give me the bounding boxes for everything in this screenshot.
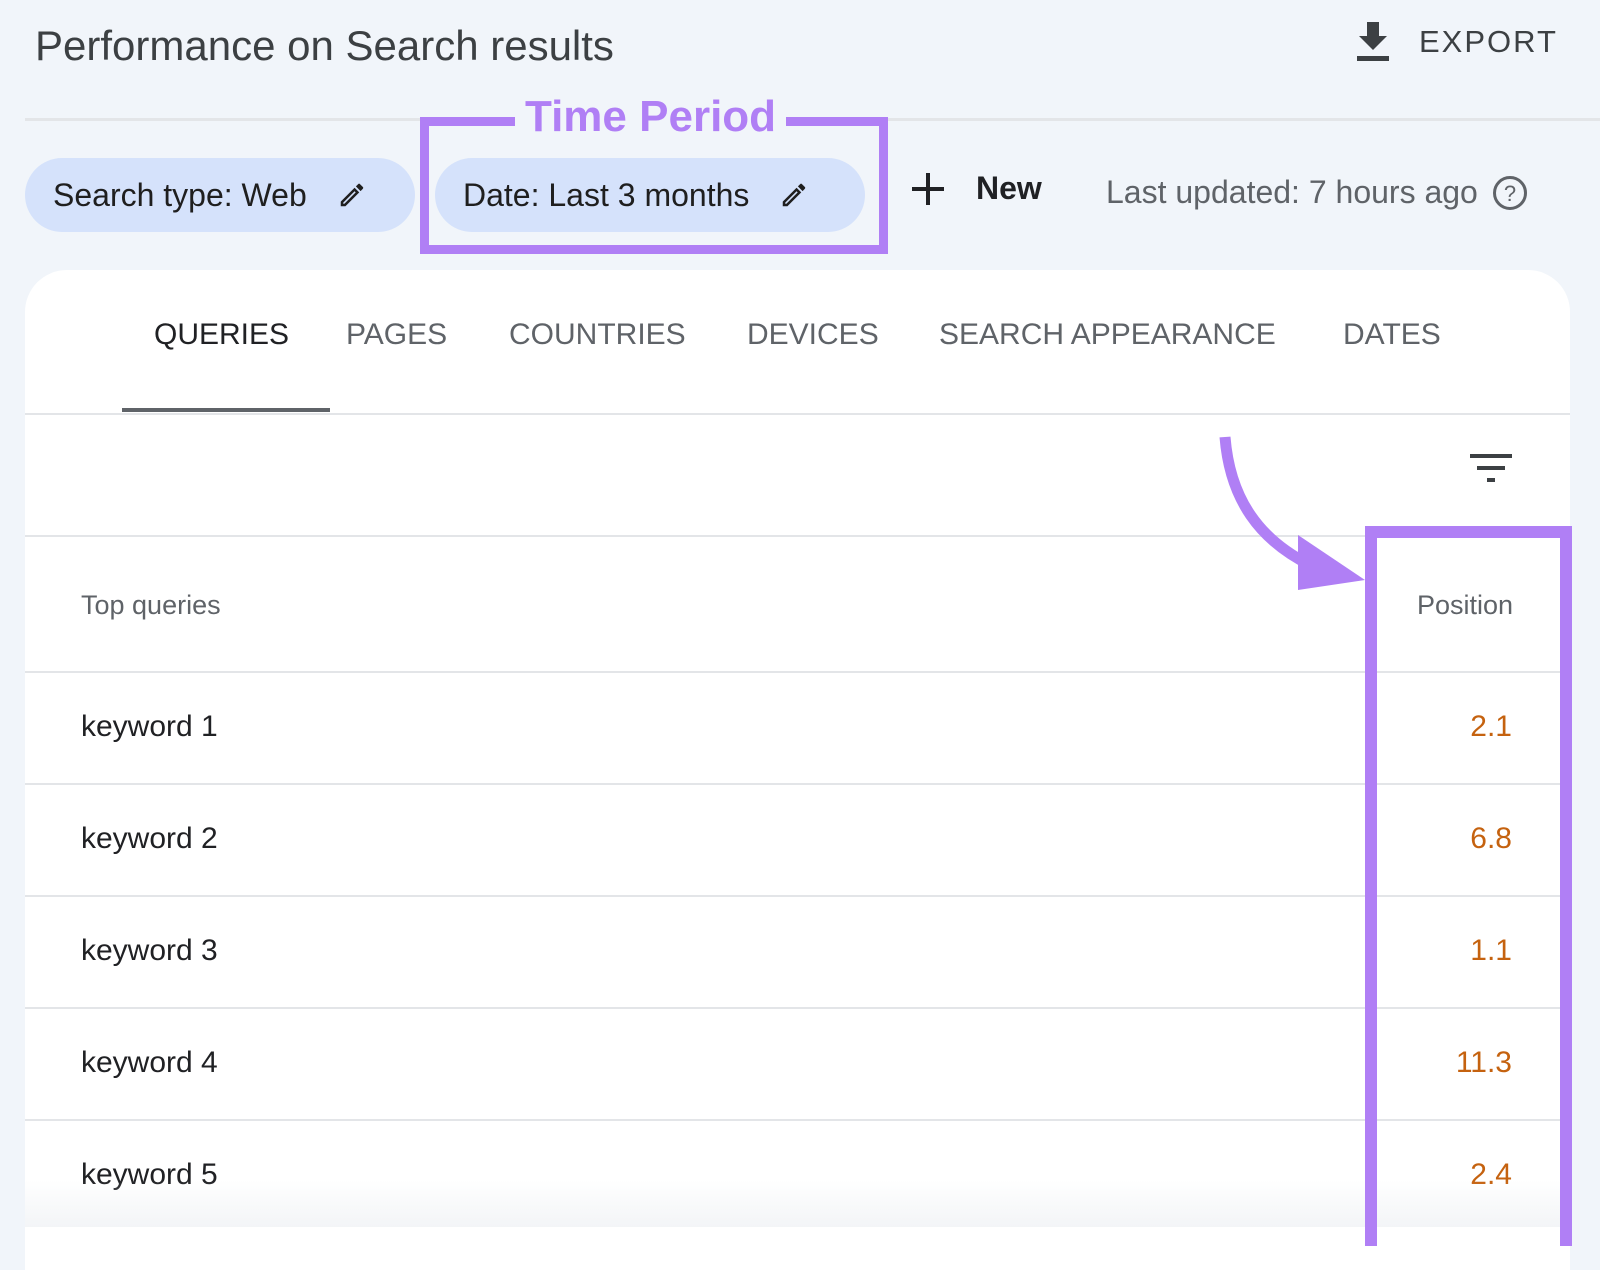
last-updated-text: Last updated: 7 hours ago	[1106, 174, 1478, 210]
tab-dates[interactable]: DATES	[1343, 318, 1441, 351]
table-row-query[interactable]: keyword 4	[81, 1046, 218, 1079]
table-row-position: 11.3	[1455, 1046, 1512, 1079]
time-period-annotation: Time Period	[515, 92, 787, 142]
divider	[25, 535, 1570, 537]
download-icon	[1357, 22, 1389, 61]
row-divider	[25, 783, 1570, 785]
svg-text:?: ?	[1504, 181, 1516, 206]
divider	[25, 413, 1570, 415]
pencil-icon	[340, 183, 364, 207]
active-tab-indicator	[122, 408, 330, 412]
pencil-icon	[783, 183, 806, 207]
results-card	[25, 270, 1570, 1270]
table-row-position: 1.1	[1470, 934, 1512, 967]
new-filter-button[interactable]: New	[910, 170, 1042, 207]
table-row-query[interactable]: keyword 2	[81, 822, 218, 855]
tab-queries[interactable]: QUERIES	[154, 318, 290, 351]
export-label: EXPORT	[1419, 24, 1558, 59]
tab-pages[interactable]: PAGES	[346, 318, 448, 351]
date-label: Date: Last 3 months	[463, 176, 750, 213]
plus-icon	[912, 172, 944, 205]
date-chip[interactable]: Date: Last 3 months	[435, 158, 865, 232]
row-divider	[25, 1007, 1570, 1009]
table-row-position: 2.1	[1470, 710, 1512, 743]
page-title: Performance on Search results	[35, 22, 614, 69]
row-divider	[25, 895, 1570, 897]
table-row-query[interactable]: keyword 3	[81, 934, 218, 967]
table-row-query[interactable]: keyword 1	[81, 710, 218, 743]
divider	[25, 671, 1570, 673]
search-type-chip[interactable]: Search type: Web	[25, 158, 415, 232]
last-updated: Last updated: 7 hours ago ?	[1106, 174, 1528, 211]
position-highlight-box	[1365, 526, 1572, 1246]
column-header-position[interactable]: Position	[1416, 590, 1513, 620]
filter-icon[interactable]	[1470, 452, 1514, 486]
new-label: New	[976, 170, 1042, 206]
export-button[interactable]: EXPORT	[1355, 22, 1558, 62]
table-row-position: 6.8	[1470, 822, 1512, 855]
tab-countries[interactable]: COUNTRIES	[509, 318, 686, 351]
bottom-fade	[25, 1180, 1570, 1227]
annotation-arrow-icon	[1219, 436, 1365, 590]
row-divider	[25, 1119, 1570, 1121]
help-icon[interactable]: ?	[1492, 175, 1528, 211]
search-type-label: Search type: Web	[53, 176, 307, 213]
tab-devices[interactable]: DEVICES	[747, 318, 879, 351]
tab-search-appearance[interactable]: SEARCH APPEARANCE	[939, 318, 1276, 351]
column-header-top-queries[interactable]: Top queries	[81, 590, 221, 620]
